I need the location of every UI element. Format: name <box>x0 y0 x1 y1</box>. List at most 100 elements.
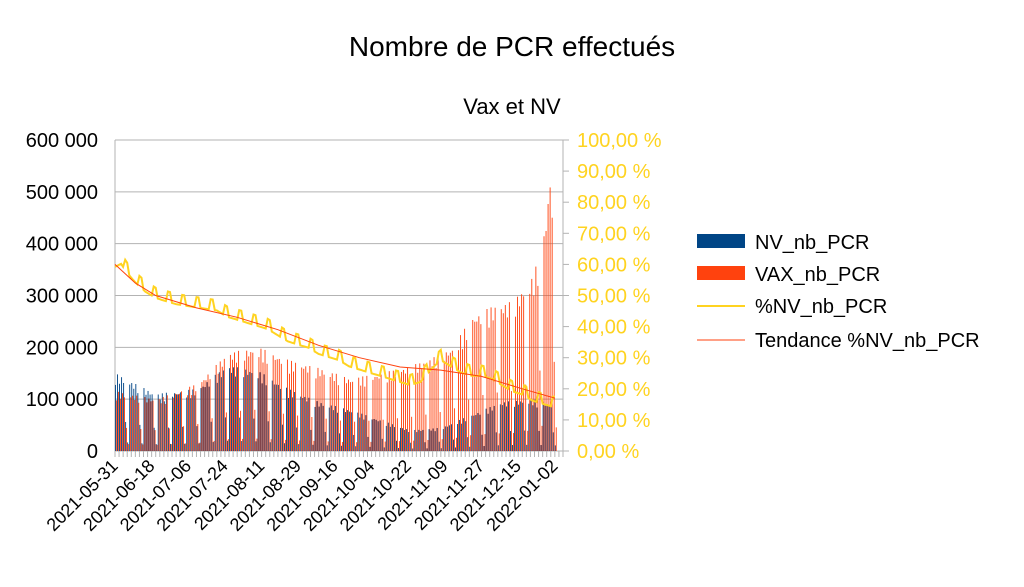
bar-nv <box>312 444 314 451</box>
bar-vax <box>301 367 303 451</box>
bar-nv <box>139 424 141 451</box>
bar-nv <box>220 377 222 451</box>
bar-vax <box>425 414 427 451</box>
bar-vax <box>555 427 557 451</box>
bar-nv <box>218 372 220 451</box>
bar-nv <box>444 426 446 451</box>
bar-vax <box>545 230 547 451</box>
legend-label: NV_nb_PCR <box>755 232 870 254</box>
bar-vax <box>213 440 215 451</box>
bar-vax <box>486 309 488 451</box>
bar-vax <box>531 278 533 451</box>
y-tick-label-left: 100 000 <box>26 389 98 411</box>
bar-vax <box>362 376 364 451</box>
bar-nv <box>239 417 241 451</box>
bar-nv <box>497 445 499 451</box>
bar-nv <box>253 418 255 451</box>
bar-vax <box>502 313 504 451</box>
bar-vax <box>268 411 270 451</box>
bar-vax <box>211 418 213 451</box>
bar-vax <box>152 400 154 451</box>
bar-vax <box>470 435 472 451</box>
bar-vax <box>160 403 162 451</box>
bar-vax <box>468 399 470 451</box>
bar-nv <box>192 389 194 451</box>
bar-nv <box>526 444 528 451</box>
bar-nv <box>249 371 251 451</box>
bar-vax <box>227 439 229 451</box>
bar-vax <box>158 399 160 451</box>
bar-vax <box>537 285 539 451</box>
bar-nv <box>298 444 300 451</box>
bar-nv <box>489 407 491 451</box>
bar-vax <box>396 418 398 451</box>
bar-vax <box>405 373 406 451</box>
bar-vax <box>437 354 439 451</box>
bar-vax <box>174 393 176 451</box>
bar-vax <box>529 293 531 451</box>
bar-nv <box>125 421 127 451</box>
bar-nv <box>522 402 524 451</box>
chart-subtitle: Vax et NV <box>463 94 561 119</box>
bar-vax <box>248 356 250 451</box>
bar-nv <box>432 428 434 451</box>
bar-nv <box>143 388 145 451</box>
x-axis: 2021-05-312021-06-182021-07-062021-07-24… <box>43 451 564 535</box>
bar-nv <box>536 407 538 451</box>
bar-nv <box>416 432 418 451</box>
bar-nv <box>436 428 438 451</box>
bar-vax <box>217 373 219 451</box>
bar-nv <box>163 401 165 451</box>
bar-nv <box>290 389 292 451</box>
bar-nv <box>316 401 318 451</box>
bar-vax <box>264 349 266 451</box>
bar-nv <box>426 448 428 451</box>
bar-nv <box>542 402 544 451</box>
y-tick-label-left: 400 000 <box>26 234 98 256</box>
bar-nv <box>210 421 212 451</box>
bar-vax <box>356 442 358 451</box>
bar-nv <box>485 408 487 451</box>
bar-vax <box>339 420 341 451</box>
bar-nv <box>198 443 200 451</box>
bar-nv <box>453 439 454 451</box>
bar-vax <box>423 363 425 451</box>
bar-nv <box>410 442 412 451</box>
bar-vax <box>333 381 335 451</box>
bar-vax <box>521 294 523 451</box>
bar-vax <box>181 391 182 451</box>
bar-nv <box>129 384 131 451</box>
bar-vax <box>234 352 235 451</box>
bar-vax <box>527 430 529 451</box>
bar-vax <box>335 373 337 451</box>
bar-nv <box>169 443 171 451</box>
bar-nv <box>224 417 226 451</box>
bar-vax <box>346 383 347 451</box>
bar-nv <box>396 440 397 451</box>
bar-vax <box>238 350 240 451</box>
bar-vax <box>191 395 193 451</box>
bar-vax <box>195 391 197 451</box>
bar-vax <box>384 441 386 451</box>
bar-nv <box>294 392 296 451</box>
bar-nv <box>420 431 422 451</box>
y-tick-label-right: 60,00 % <box>577 254 651 276</box>
bar-vax <box>331 373 333 451</box>
bar-nv <box>161 393 163 451</box>
bar-vax <box>223 358 225 451</box>
bar-nv <box>302 397 304 451</box>
y-tick-label-left: 500 000 <box>26 182 98 204</box>
bar-nv <box>357 412 359 451</box>
bar-vax <box>185 443 187 451</box>
bar-nv <box>355 446 357 451</box>
bars <box>115 187 557 451</box>
bar-nv <box>481 434 483 451</box>
bar-nv <box>446 426 448 451</box>
bar-vax <box>496 392 498 451</box>
bar-vax <box>327 441 329 451</box>
bar-nv <box>306 401 308 451</box>
bar-vax <box>256 438 258 451</box>
bar-nv <box>418 429 420 451</box>
bar-nv <box>320 403 322 451</box>
